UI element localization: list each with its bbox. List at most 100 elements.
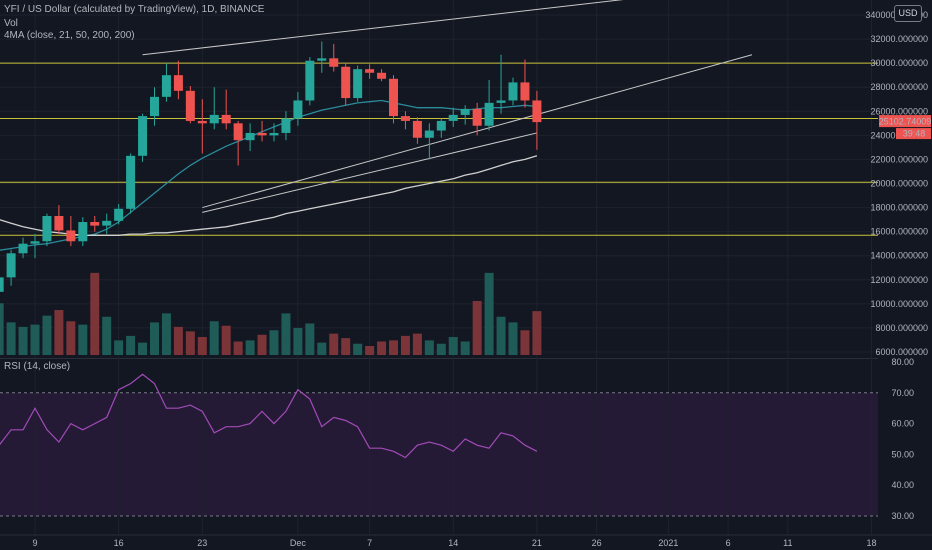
candle-body — [102, 220, 112, 226]
candle — [496, 54, 506, 114]
rsi-tick-label: 70.00 — [891, 388, 914, 398]
candle — [484, 79, 494, 131]
candle — [126, 153, 136, 214]
candle-body — [30, 241, 40, 244]
candle-body — [138, 116, 148, 156]
price-tick-label: 18000.000000 — [870, 203, 928, 213]
price-tick-label: 12000.000000 — [870, 275, 928, 285]
candle-body — [197, 120, 207, 124]
volume-bar — [185, 331, 195, 355]
volume-bar — [424, 340, 434, 355]
time-tick-label: 11 — [783, 538, 792, 548]
last-price-tag — [879, 115, 931, 128]
rsi-tick-label: 60.00 — [891, 419, 914, 429]
price-tick-label: 10000.000000 — [870, 299, 928, 309]
candle — [185, 86, 195, 124]
candle — [114, 203, 124, 225]
volume-bar — [472, 301, 482, 355]
price-tick-label: 22000.000000 — [870, 154, 928, 164]
candle — [173, 60, 183, 100]
candle-body — [269, 132, 279, 136]
candle — [66, 215, 76, 247]
candle — [412, 117, 422, 144]
volume-bar — [532, 311, 542, 355]
currency-button[interactable]: USD — [894, 5, 922, 22]
volume-bar — [269, 330, 279, 355]
volume-bar — [329, 333, 339, 355]
candle-body — [389, 78, 398, 117]
candle — [197, 99, 207, 154]
candle-body — [185, 90, 195, 121]
volume-bar — [508, 322, 518, 355]
volume-bar — [293, 328, 303, 355]
price-tick-label: 28000.000000 — [870, 82, 928, 92]
time-tick-label: 21 — [532, 538, 542, 548]
candle — [138, 113, 148, 162]
candle — [508, 77, 518, 106]
time-tick-label: 6 — [726, 538, 731, 548]
price-tick-label: 26000.000000 — [870, 106, 928, 116]
volume-bar — [197, 337, 207, 355]
volume-bar — [209, 321, 219, 355]
candle — [365, 64, 375, 79]
countdown-tag — [896, 128, 931, 140]
candle — [353, 65, 363, 102]
candle — [150, 87, 159, 126]
time-axis-bg — [0, 535, 932, 550]
price-tick-label: 30000.000000 — [870, 58, 928, 68]
countdown-label: 39:48 — [903, 129, 926, 139]
volume-bar — [0, 303, 4, 355]
time-tick-label: 16 — [114, 538, 124, 548]
candle-body — [317, 58, 327, 61]
time-tick-label: 7 — [367, 538, 372, 548]
volume-bar — [233, 341, 243, 355]
volume-bar — [161, 313, 171, 355]
candle-body — [233, 123, 243, 141]
candle — [293, 92, 303, 126]
candle-body — [173, 75, 183, 91]
candle — [54, 205, 64, 235]
volume-bar — [221, 325, 231, 355]
candle-body — [221, 114, 231, 124]
candle-body — [6, 253, 16, 278]
candle — [389, 75, 398, 124]
price-tick-label: 16000.000000 — [870, 227, 928, 237]
candle — [269, 123, 279, 142]
volume-bar — [173, 326, 183, 355]
time-tick-label: Dec — [290, 538, 307, 548]
candle-body — [281, 118, 291, 133]
candle-body — [520, 82, 530, 101]
candle-body — [436, 120, 446, 131]
candle — [520, 59, 530, 108]
price-tick-label: 6000.000000 — [875, 347, 928, 357]
candle — [0, 277, 4, 292]
candle-body — [508, 82, 518, 101]
candle-body — [150, 96, 159, 117]
time-tick-label: 18 — [866, 538, 876, 548]
candle-body — [90, 222, 100, 226]
candle-body — [161, 75, 171, 97]
candle-body — [0, 277, 4, 292]
candle-body — [293, 100, 303, 119]
candle — [90, 215, 100, 232]
candle — [424, 123, 434, 160]
volume-bar — [484, 272, 494, 355]
candle — [460, 105, 470, 125]
symbol-legend: YFI / US Dollar (calculated by TradingVi… — [4, 4, 265, 15]
volume-bar — [496, 316, 506, 355]
volume-bar — [377, 341, 387, 355]
volume-bar — [389, 340, 398, 355]
volume-bar — [42, 315, 52, 355]
ma-legend: 4MA (close, 21, 50, 200, 200) — [4, 30, 135, 41]
candle — [78, 217, 88, 247]
volume-bar — [54, 310, 64, 355]
time-tick-label: 26 — [592, 538, 602, 548]
candle — [233, 120, 243, 166]
volume-bar — [6, 322, 16, 355]
candle-body — [400, 116, 410, 121]
candle — [532, 90, 542, 150]
volume-bar — [102, 316, 112, 355]
candle — [400, 111, 410, 130]
candle-body — [305, 60, 315, 101]
